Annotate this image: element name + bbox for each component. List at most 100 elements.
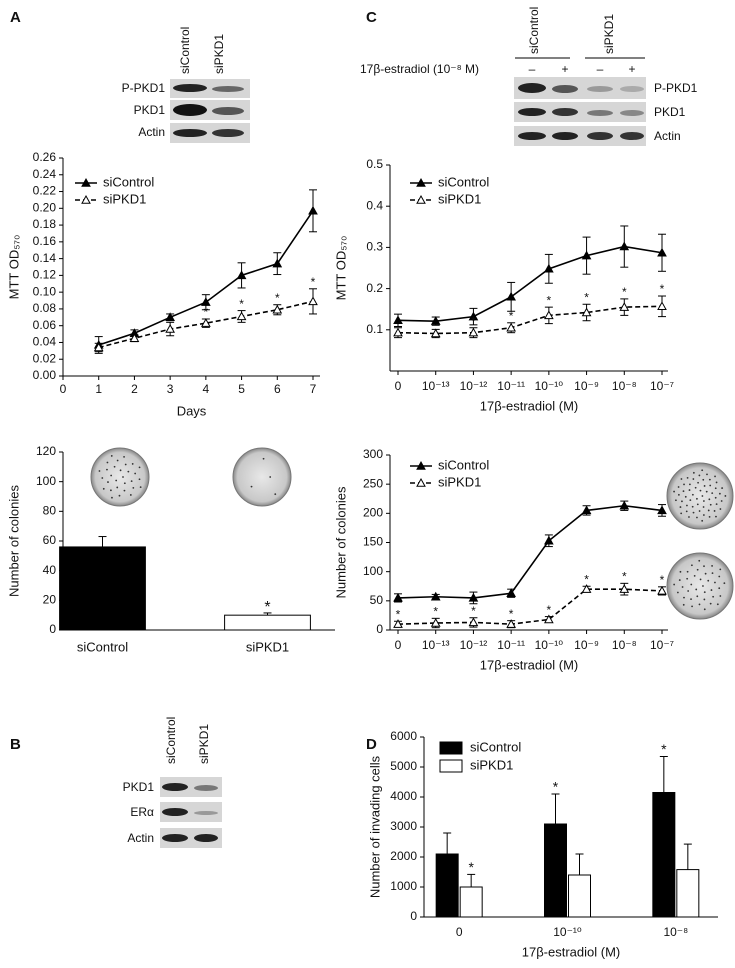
bar (676, 869, 700, 918)
colony (686, 504, 688, 507)
treatment-label: 17β-estradiol (10⁻⁸ M) (360, 62, 479, 76)
colony (130, 480, 133, 483)
x-tick-label: 10⁻⁸ (612, 638, 637, 652)
band (518, 108, 546, 116)
band (162, 808, 188, 816)
colony (693, 574, 696, 577)
marker (544, 614, 554, 624)
band (620, 86, 644, 92)
legend-marker (416, 194, 426, 204)
colony (709, 503, 712, 506)
colony (119, 469, 122, 472)
colony (703, 565, 705, 568)
colony (705, 490, 708, 493)
band (620, 110, 644, 116)
significance-star: * (660, 282, 665, 296)
colony (715, 481, 718, 484)
colony (707, 579, 710, 582)
colony (677, 493, 680, 496)
blot-strip (514, 102, 646, 122)
marker (201, 297, 211, 306)
marker (619, 302, 630, 311)
blot-lane-label: siControl (527, 7, 541, 54)
marker (308, 296, 318, 306)
panel-label: C (366, 9, 377, 26)
colony (702, 478, 705, 481)
colony (118, 494, 121, 497)
significance-star: * (509, 309, 514, 323)
colony (124, 463, 127, 466)
y-tick-label: 0.16 (33, 234, 57, 248)
colony (686, 476, 689, 479)
marker (430, 591, 441, 601)
y-tick-label: 0.20 (33, 200, 57, 214)
bar (652, 792, 676, 918)
legend-marker (416, 477, 426, 487)
y-tick-label: 40 (43, 563, 57, 577)
colony (691, 605, 693, 608)
colony (701, 495, 704, 497)
blot-lane-label: siPKD1 (212, 34, 226, 74)
marker (544, 263, 554, 273)
colony (679, 570, 682, 573)
marker (393, 619, 403, 628)
colony (98, 470, 101, 472)
colony (716, 603, 719, 606)
y-axis-label: MTT OD₅₇₀ (333, 236, 348, 301)
dish (90, 447, 150, 507)
blot-row-label: Actin (138, 125, 165, 139)
colony (673, 490, 675, 493)
colony (702, 585, 704, 587)
marker (657, 585, 667, 595)
marker (657, 301, 667, 311)
marker (165, 312, 175, 322)
colony (696, 497, 698, 500)
y-axis-label: Number of invading cells (367, 755, 382, 898)
series-line (397, 305, 663, 335)
x-axis-label: 17β-estradiol (M) (522, 944, 621, 959)
colony (139, 486, 142, 489)
colony (719, 595, 722, 597)
marker (506, 619, 516, 628)
y-tick-label: 0.24 (33, 167, 57, 181)
colony (718, 575, 721, 578)
significance-star: * (275, 291, 280, 305)
legend-marker (416, 177, 426, 187)
colony (688, 489, 691, 491)
bar (568, 874, 591, 918)
colony (718, 587, 721, 590)
colony (134, 472, 137, 475)
colony (685, 510, 688, 513)
x-tick-label: 10⁻¹⁰ (535, 379, 564, 393)
y-tick-label: 100 (36, 474, 56, 488)
marker (308, 205, 318, 215)
y-tick-label: 120 (36, 444, 56, 458)
marker (581, 307, 592, 317)
colony (701, 519, 704, 522)
y-tick-label: 2000 (390, 849, 417, 863)
x-tick-label: 10⁻⁸ (663, 925, 688, 939)
marker (272, 304, 283, 314)
bar (544, 823, 567, 918)
colony (708, 515, 711, 518)
x-tick-label: 10⁻¹⁰ (535, 638, 564, 652)
blot-strip (514, 77, 646, 99)
colony (690, 598, 692, 601)
series-line (397, 504, 663, 599)
marker (272, 258, 283, 268)
x-tick-label: 10⁻⁹ (574, 379, 599, 393)
y-tick-label: 0.4 (366, 198, 383, 212)
colony (689, 499, 692, 501)
band (587, 132, 613, 140)
blot-strip (514, 126, 646, 146)
y-tick-label: 6000 (390, 729, 417, 743)
blot-row-label: PKD1 (123, 780, 155, 794)
colony (102, 487, 105, 490)
blot-row-label: P-PKD1 (122, 81, 166, 95)
blot-strip (160, 802, 222, 822)
significance-star: * (468, 859, 474, 875)
colony (703, 608, 706, 611)
blot-row-label: Actin (654, 129, 681, 143)
colony (111, 496, 113, 499)
marker (201, 318, 211, 327)
